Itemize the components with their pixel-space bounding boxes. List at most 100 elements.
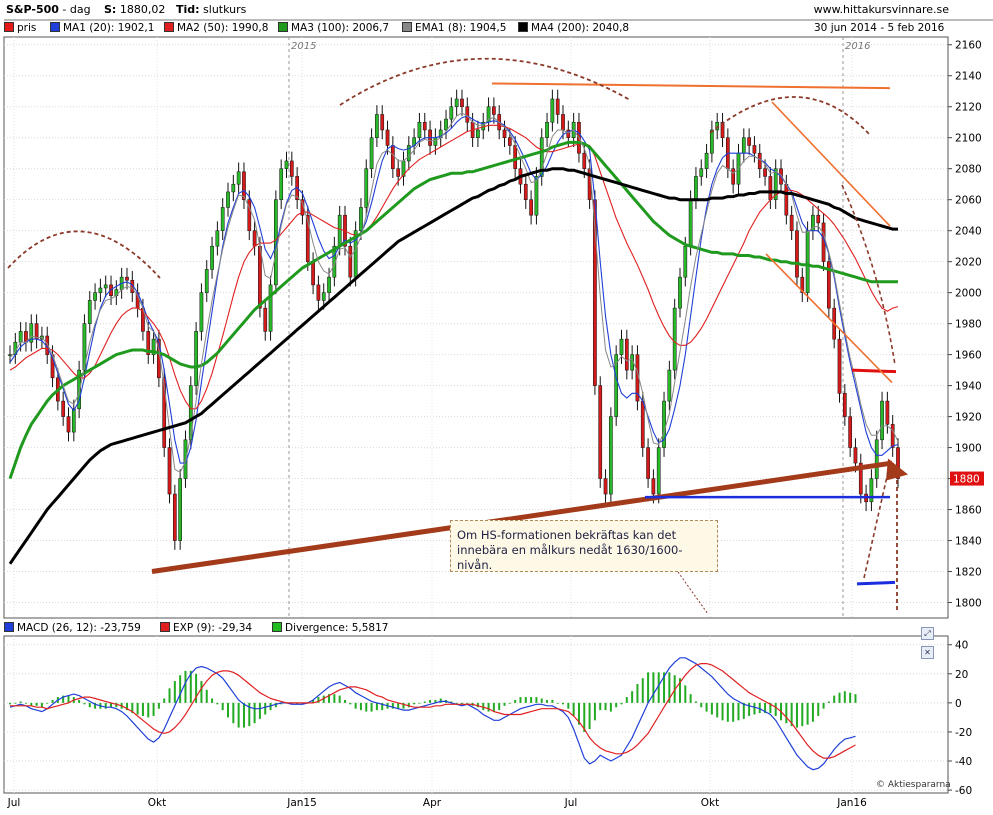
y-tick-label: 1900 bbox=[955, 443, 982, 455]
divergence-bar bbox=[530, 697, 533, 703]
candle bbox=[226, 191, 230, 208]
divergence-bar bbox=[833, 695, 836, 703]
divergence-bar bbox=[88, 702, 91, 708]
candle bbox=[789, 214, 794, 231]
ma-line-4 bbox=[9, 112, 899, 474]
channel-upper bbox=[771, 101, 891, 227]
divergence-bar bbox=[609, 702, 612, 712]
rebound-dashed-line bbox=[863, 471, 889, 579]
candle bbox=[715, 121, 720, 131]
macd-y-tick-label: -60 bbox=[955, 785, 972, 797]
y-tick-label: 2160 bbox=[955, 40, 982, 52]
divergence-bar bbox=[716, 702, 719, 718]
candle bbox=[561, 114, 565, 131]
date-range: 30 jun 2014 - 5 feb 2016 bbox=[814, 22, 945, 34]
candle bbox=[337, 214, 342, 247]
legend-divergence: Divergence: 5,5817 bbox=[272, 622, 388, 634]
divergence-bar bbox=[737, 702, 740, 721]
divergence-bar bbox=[312, 699, 315, 703]
current-price-tag bbox=[950, 471, 984, 486]
year-label: 2016 bbox=[845, 41, 870, 52]
legend-swatch bbox=[164, 22, 174, 32]
divergence-bar bbox=[343, 699, 346, 703]
candle bbox=[369, 137, 374, 169]
candle bbox=[513, 145, 517, 169]
candle bbox=[454, 98, 459, 107]
site-label[interactable]: www.hittakursvinnare.se bbox=[813, 3, 949, 16]
divergence-bar bbox=[195, 673, 198, 703]
macd-y-tick-label: 0 bbox=[955, 698, 962, 710]
divergence-bar bbox=[694, 701, 697, 703]
candle bbox=[18, 331, 23, 343]
price-readout: S: 1880,02 bbox=[104, 3, 166, 16]
annotation-box: Om HS-formationen bekräftas kan det inne… bbox=[450, 520, 718, 572]
divergence-bar bbox=[317, 697, 320, 703]
divergence-bar bbox=[758, 702, 761, 714]
candle bbox=[178, 478, 183, 541]
close-icon[interactable]: ✕ bbox=[921, 646, 934, 659]
divergence-bar bbox=[274, 702, 277, 708]
divergence-bar bbox=[790, 702, 793, 727]
candle bbox=[71, 408, 76, 433]
candle bbox=[284, 160, 289, 169]
divergence-bar bbox=[556, 702, 559, 704]
divergence-bar bbox=[78, 699, 81, 703]
year-label: 2015 bbox=[291, 41, 316, 52]
candle bbox=[752, 145, 757, 154]
candle bbox=[619, 338, 624, 355]
divergence-bar bbox=[838, 692, 841, 703]
candle bbox=[327, 276, 331, 293]
divergence-bar bbox=[811, 702, 814, 722]
divergence-bar bbox=[110, 702, 113, 708]
divergence-bar bbox=[843, 691, 846, 703]
candle bbox=[87, 300, 92, 324]
divergence-bar bbox=[482, 702, 485, 711]
divergence-bar bbox=[615, 702, 618, 708]
right-shoulder-arc bbox=[709, 96, 871, 136]
divergence-bar bbox=[184, 670, 187, 703]
divergence-bar bbox=[413, 702, 416, 705]
y-tick-label: 1940 bbox=[955, 381, 982, 393]
divergence-bar bbox=[503, 702, 506, 706]
divergence-bar bbox=[487, 702, 490, 712]
divergence-bar bbox=[94, 702, 97, 709]
candle bbox=[763, 168, 767, 177]
candle bbox=[773, 168, 778, 200]
y-tick-label: 2140 bbox=[955, 71, 982, 83]
candle bbox=[93, 292, 97, 301]
legend-swatch bbox=[160, 622, 170, 632]
candle bbox=[880, 400, 884, 441]
candle bbox=[29, 323, 34, 343]
divergence-bar bbox=[476, 702, 479, 708]
candle bbox=[890, 424, 895, 448]
x-tick-label: Jan15 bbox=[286, 797, 317, 809]
y-tick-label: 1960 bbox=[955, 350, 982, 362]
divergence-bar bbox=[721, 702, 724, 721]
candle bbox=[162, 377, 167, 448]
candle bbox=[539, 137, 544, 177]
legend-pris: pris bbox=[4, 22, 36, 34]
divergence-bar bbox=[30, 702, 33, 706]
candle bbox=[529, 199, 533, 216]
divergence-bar bbox=[296, 702, 299, 705]
divergence-bar bbox=[572, 702, 575, 716]
divergence-bar bbox=[115, 702, 118, 708]
divergence-bar bbox=[248, 702, 251, 727]
divergence-bar bbox=[625, 697, 628, 703]
candle bbox=[236, 171, 241, 185]
candle bbox=[268, 284, 273, 332]
zoom-icon[interactable]: ⤢ bbox=[921, 627, 934, 640]
divergence-bar bbox=[333, 694, 336, 703]
candle bbox=[710, 129, 714, 154]
candle bbox=[640, 400, 645, 448]
divergence-bar bbox=[668, 672, 671, 703]
divergence-bar bbox=[785, 702, 788, 724]
candle bbox=[380, 114, 385, 131]
divergence-bar bbox=[540, 698, 543, 703]
candle bbox=[305, 214, 310, 262]
copyright-label: © Aktiespararna bbox=[876, 780, 951, 790]
candle bbox=[210, 245, 214, 270]
divergence-bar bbox=[498, 702, 501, 711]
divergence-bar bbox=[492, 702, 495, 712]
